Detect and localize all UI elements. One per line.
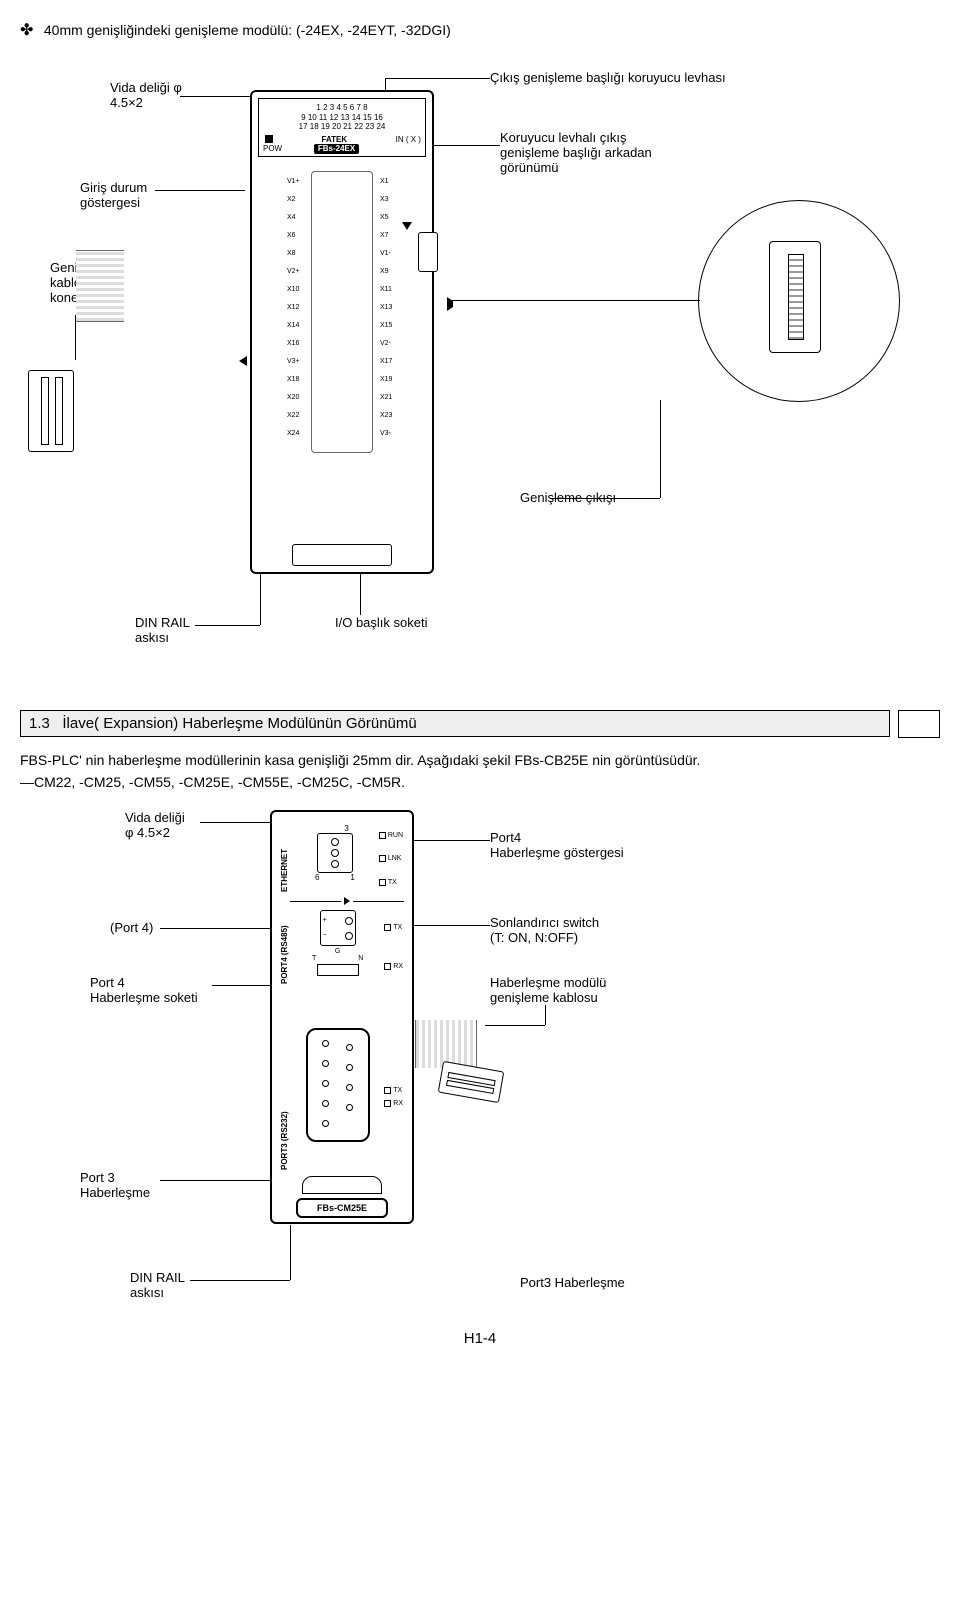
io-socket-area: V1+ X2 X4 X6 X8 V2+ X10 X12 X14 X16 V3+ X18 X20 X22 X2… [252,163,432,463]
section-desc-1: FBS-PLC' nin haberleşme modüllerinin kas… [20,752,940,768]
pin-label: X13 [380,304,392,311]
back-view-zoom [698,200,900,402]
pin-label: V1+ [287,178,300,185]
bullet-icon: ✤ [20,20,40,40]
pin-label: X16 [287,340,299,347]
arrow-left-icon [447,297,459,311]
pin-label: X21 [380,394,392,401]
figure-cb25e-module: Vida deliği φ 4.5×2 (Port 4) Port 4 Habe… [20,800,940,1320]
pin-label: X1 [380,178,389,185]
label-din-rail-2: DIN RAIL askısı [130,1270,185,1300]
model-label-area: FBs-CM25E [272,1198,412,1218]
pin-label: V2- [380,340,391,347]
pin-label: X15 [380,322,392,329]
pin-label: X19 [380,376,392,383]
back-header-connector [769,241,821,353]
section-box-icon [898,710,940,738]
pin-label: X12 [287,304,299,311]
module-led-panel: 1 2 3 4 5 6 7 8 9 10 11 12 13 14 15 16 1… [258,98,426,157]
pin-label: X22 [287,412,299,419]
label-expansion-cable: Haberleşme modülü genişleme kablosu [490,975,606,1005]
label-input-status: Giriş durum göstergesi [80,180,147,210]
pin-label: X2 [287,196,296,203]
eth-led-panel [317,833,353,873]
label-output-cover-back: Koruyucu levhalı çıkış genişleme başlığı… [500,130,652,175]
section-number: 1.3 [29,715,50,732]
ribbon-cable-icon [76,250,124,322]
io-socket [311,171,373,453]
label-port4-socket: Port 4 Haberleşme soketi [90,975,198,1005]
label-screw-hole: Vida deliği φ 4.5×2 [110,80,182,110]
pin-label: V2+ [287,268,300,275]
pin-label: X3 [380,196,389,203]
pin-label: X23 [380,412,392,419]
din-hook-slot-2 [302,1176,382,1194]
pin-label: X7 [380,232,389,239]
pin-label: X5 [380,214,389,221]
label-din-rail: DIN RAIL askısı [135,615,190,645]
page-footer: H1-4 [20,1330,940,1347]
triangle-left-icon [239,356,247,366]
arrow-down-icon [344,897,350,905]
port3-label: PORT3 (RS232) [278,1022,291,1172]
pin-label: V3+ [287,358,300,365]
pin-label: X4 [287,214,296,221]
figure-40mm-module: Vida deliği φ 4.5×2 Giriş durum gösterge… [20,50,940,700]
title-text: 40mm genişliğindeki genişleme modülü: (-… [44,22,451,38]
pin-label: X18 [287,376,299,383]
port3-block: PORT3 (RS232) TX RX [278,1022,406,1172]
db9-connector [306,1028,370,1142]
label-output-cover: Çıkış genişleme başlığı koruyucu levhası [490,70,726,85]
pin-label: V3- [380,430,391,437]
ethernet-block: ETHERNET 3 6 1 RUN LNK TX [278,824,406,894]
pin-label: X24 [287,430,299,437]
pin-label: X6 [287,232,296,239]
pin-label: X9 [380,268,389,275]
expansion-connector [28,370,74,452]
pin-label: X8 [287,250,296,257]
label-io-socket: I/O başlık soketi [335,615,427,630]
section-header: 1.3 İlave( Expansion) Haberleşme Modülün… [20,700,940,738]
port4-block: PORT4 (RS485) + − G T N TX RX [278,908,406,986]
port4-label: PORT4 (RS485) [278,908,291,986]
label-port3: Port 3 Haberleşme [80,1170,150,1200]
port4-socket: + − [320,910,356,946]
model-badge: FBs-24EX [314,144,359,154]
ribbon-connector-2 [438,1061,505,1103]
page-title: ✤ 40mm genişliğindeki genişleme modülü: … [20,20,940,40]
pin-label: X20 [287,394,299,401]
pin-label: V1- [380,250,391,257]
ethernet-label: ETHERNET [278,824,291,894]
pin-label: X17 [380,358,392,365]
section-title: İlave( Expansion) Haberleşme Modülünün G… [62,715,416,732]
model-badge-2: FBs-CM25E [296,1198,388,1218]
label-port4-paren: (Port 4) [110,920,153,935]
pow-led-icon [265,135,273,143]
terminator-switch [317,964,359,976]
section-desc-2: —CM22, -CM25, -CM55, -CM25E, -CM55E, -CM… [20,774,940,790]
label-terminator-switch: Sonlandırıcı switch (T: ON, N:OFF) [490,915,599,945]
label-screw-hole-2: Vida deliği φ 4.5×2 [125,810,185,840]
din-hook-slot [292,544,392,566]
label-port3-indicator: Port3 Haberleşme [520,1275,625,1290]
module-cb25e: ETHERNET 3 6 1 RUN LNK TX [270,810,414,1224]
label-port4-indicator: Port4 Haberleşme göstergesi [490,830,624,860]
module-24ex: 1 2 3 4 5 6 7 8 9 10 11 12 13 14 15 16 1… [250,90,434,574]
pin-label: X10 [287,286,299,293]
pin-label: X11 [380,286,392,293]
pin-label: X14 [287,322,299,329]
